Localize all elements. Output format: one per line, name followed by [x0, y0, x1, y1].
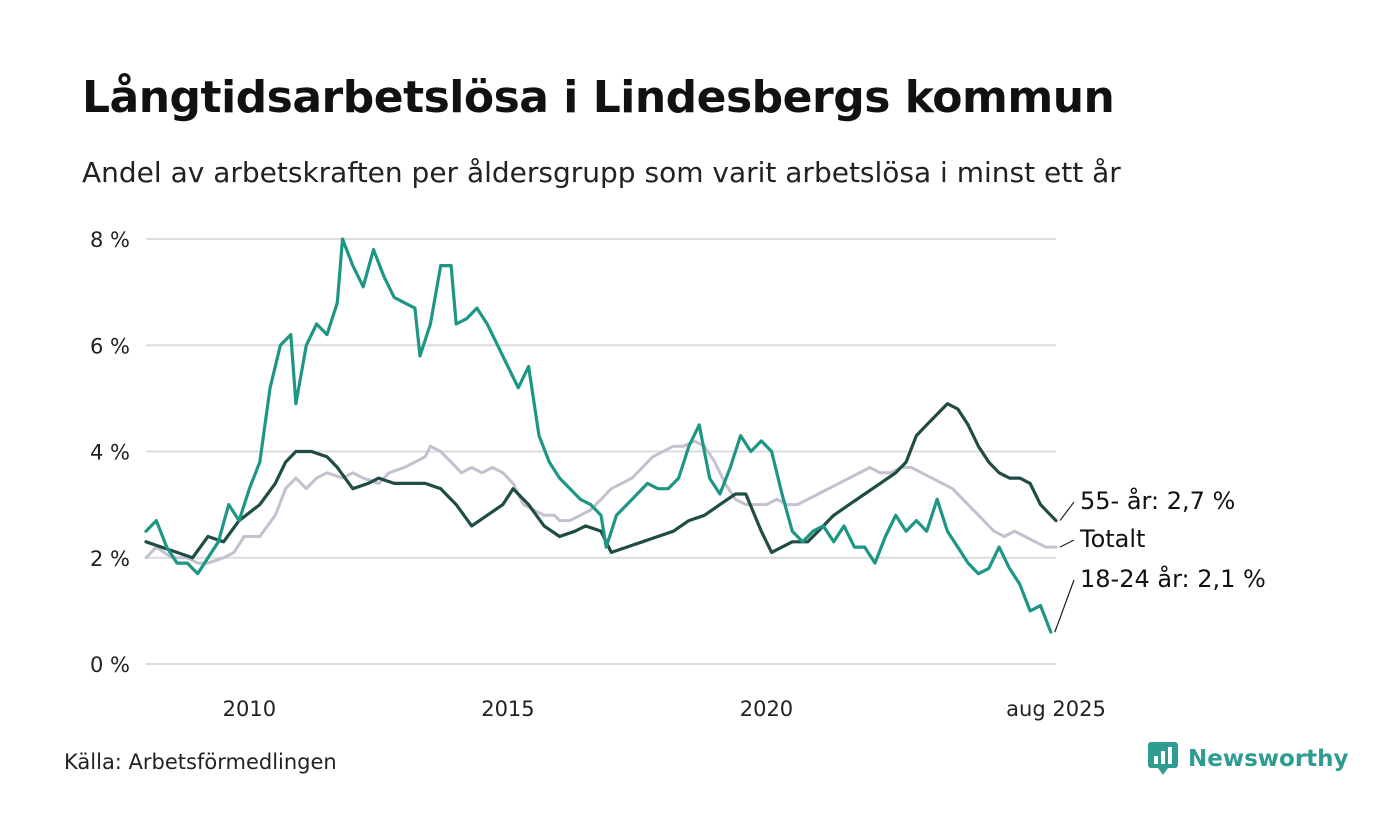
y-tick-label: 2 %	[90, 547, 130, 571]
label-leader-line	[1059, 501, 1075, 521]
brand-name: Newsworthy	[1188, 746, 1349, 772]
x-tick-label: 2015	[481, 697, 534, 721]
x-tick-label: 2020	[740, 697, 793, 721]
bar-chart-speech-bubble-icon	[1148, 742, 1178, 775]
chart-subtitle: Andel av arbetskraften per åldersgrupp s…	[82, 156, 1121, 189]
x-tick-label: 2010	[223, 697, 276, 721]
label-leader-line	[1059, 539, 1075, 548]
chart-title: Långtidsarbetslösa i Lindesbergs kommun	[82, 72, 1115, 123]
series-line-18-24	[144, 237, 1053, 634]
series-end-label: 55- år: 2,7 %	[1080, 486, 1235, 515]
y-axis-tick-labels: 0 % 2 % 4 % 6 % 8 %	[90, 228, 130, 677]
series-end-label: Totalt	[1079, 525, 1145, 553]
series-end-label: 18-24 år: 2,1 %	[1080, 564, 1266, 593]
series-end-labels: Totalt 55- år: 2,7 % 18-24 år: 2,1 %	[1054, 486, 1266, 633]
grid-lines	[146, 238, 1056, 665]
y-tick-label: 8 %	[90, 228, 130, 252]
y-tick-label: 6 %	[90, 334, 130, 358]
series-lines	[144, 237, 1058, 634]
x-axis-tick-labels: 2010 2015 2020 aug 2025	[223, 697, 1106, 721]
x-tick-label: aug 2025	[1006, 697, 1106, 721]
brand-logo: Newsworthy	[1148, 742, 1349, 776]
source-note: Källa: Arbetsförmedlingen	[64, 750, 337, 774]
y-tick-label: 4 %	[90, 441, 130, 465]
series-line-totalt	[144, 439, 1058, 565]
series-line-55-plus	[144, 402, 1058, 560]
y-tick-label: 0 %	[90, 653, 130, 677]
label-leader-line	[1054, 579, 1075, 633]
